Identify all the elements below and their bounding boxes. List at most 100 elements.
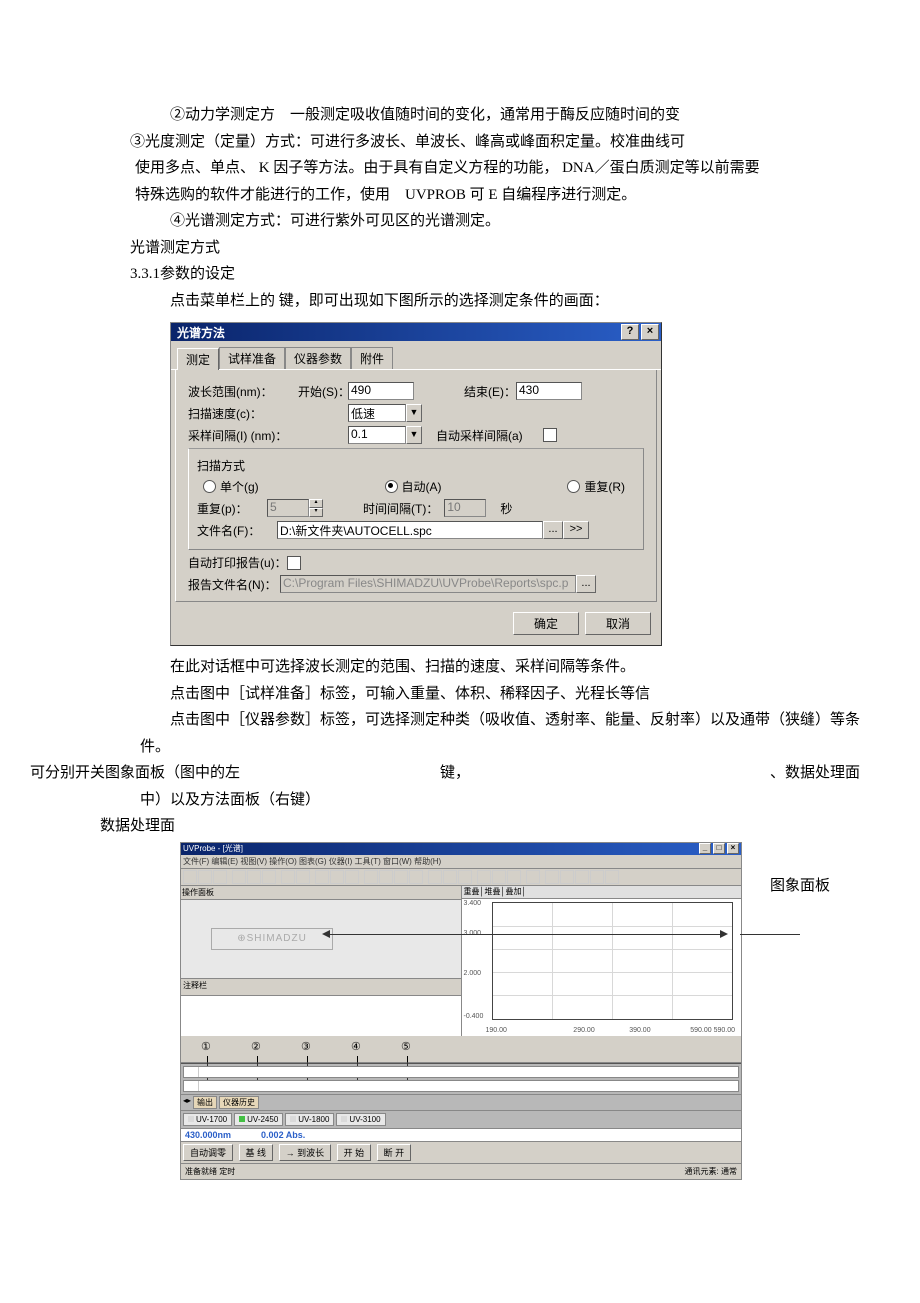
close-button[interactable]: × <box>727 843 739 854</box>
uv-title: UVProbe - [光谱] <box>183 843 243 854</box>
caption-right: 图象面板 <box>770 874 830 895</box>
reportfile-input: C:\Program Files\SHIMADZU\UVProbe\Report… <box>280 575 576 593</box>
repeat-input: 5 <box>267 499 309 517</box>
tab-measure[interactable]: 测定 <box>177 348 219 370</box>
marker-1: ① <box>201 1040 211 1053</box>
dialog-titlebar[interactable]: 光谱方法 ? × <box>171 323 661 341</box>
instr-btn-2[interactable]: UV-1800 <box>285 1113 334 1126</box>
para-11: 点击图中［仪器参数］标签，可选择测定种类（吸收值、透射率、能量、反射率）以及通带… <box>170 709 860 732</box>
radio-auto-label: 自动(A) <box>402 478 442 495</box>
auto-sampling-label: 自动采样间隔(a) <box>436 427 523 444</box>
arrow-into-chart <box>720 930 728 938</box>
sampling-value[interactable]: 0.1 <box>348 426 406 444</box>
scan-speed-label: 扫描速度(c)： <box>188 405 348 422</box>
ok-button[interactable]: 确定 <box>513 612 579 635</box>
radio-single-label: 单个(g) <box>220 478 259 495</box>
browse-button[interactable]: ... <box>543 521 563 539</box>
btn-goto-wl[interactable]: → 到波长 <box>279 1144 332 1161</box>
ylabel-0: 3.400 <box>464 900 482 907</box>
para-12: 件。 <box>140 736 860 759</box>
para-10: 点击图中［试样准备］标签，可输入重量、体积、稀释因子、光程长等信 <box>170 683 860 706</box>
report-browse-button[interactable]: ... <box>576 575 596 593</box>
sheet-tabs[interactable]: ◂▸ 输出 仪器历史 <box>181 1094 741 1110</box>
btn-disconnect[interactable]: 断 开 <box>377 1144 412 1161</box>
max-button[interactable]: □ <box>713 843 725 854</box>
para-13-left: 可分别开关图象面板（图中的左 <box>30 762 240 785</box>
number-markers: ① ② ③ ④ ⑤ <box>181 1038 741 1063</box>
marker-4: ④ <box>351 1040 361 1053</box>
para-1: ②动力学测定方 一般测定吸收值随时间的变化，通常用于酶反应随时间的变 <box>170 104 860 127</box>
right-panel: 重叠│堆叠│叠加│ 3.400 3.000 2.000 -0.400 19 <box>462 886 742 1036</box>
marker-3: ③ <box>301 1040 311 1053</box>
close-button[interactable]: × <box>641 324 659 340</box>
marker-5: ⑤ <box>401 1040 411 1053</box>
btn-autozero[interactable]: 自动调零 <box>183 1144 233 1161</box>
sampling-combo[interactable]: 0.1 ▼ <box>348 426 422 444</box>
instr-btn-0[interactable]: UV-1700 <box>183 1113 232 1126</box>
start-input[interactable]: 490 <box>348 382 414 400</box>
uv-menubar[interactable]: 文件(F) 编辑(E) 视图(V) 操作(O) 图表(G) 仪器(I) 工具(T… <box>181 855 741 869</box>
scan-mode-group: 扫描方式 单个(g) 自动(A) 重复(R) 重复(p)： 5 <box>188 448 644 550</box>
uv-toolbar[interactable] <box>181 869 741 886</box>
radio-auto[interactable] <box>385 480 398 493</box>
tab-instrument-params[interactable]: 仪器参数 <box>285 347 351 369</box>
scan-speed-value[interactable]: 低速 <box>348 404 406 422</box>
scan-mode-label: 扫描方式 <box>197 457 245 474</box>
dialog-tabs: 测定 试样准备 仪器参数 附件 <box>171 341 661 370</box>
uv-titlebar[interactable]: UVProbe - [光谱] _ □ × <box>181 843 741 855</box>
start-label: 开始(S)： <box>298 383 348 400</box>
chart-area <box>492 902 734 1020</box>
spectrum-method-dialog: 光谱方法 ? × 测定 试样准备 仪器参数 附件 波长范围(nm)： 开始(S)… <box>170 322 662 646</box>
autoprint-checkbox[interactable] <box>287 556 301 570</box>
para-15: 数据处理面 <box>100 815 860 838</box>
interval-input: 10 <box>444 499 486 517</box>
para-8: 点击菜单栏上的 键，即可出现如下图所示的选择测定条件的画面： <box>170 290 860 313</box>
instrument-buttons: UV-1700 UV-2450 UV-1800 UV-3100 <box>181 1110 741 1128</box>
chart-tabs[interactable]: 重叠│堆叠│叠加│ <box>462 886 742 899</box>
tab-sample-prep[interactable]: 试样准备 <box>219 347 285 369</box>
sampling-interval-label: 采样间隔(I) (nm)： <box>188 427 348 444</box>
sheet-tab-output[interactable]: 输出 <box>193 1096 217 1109</box>
shimadzu-logo: ⊕ SHIMADZU <box>211 928 333 950</box>
tab-accessory[interactable]: 附件 <box>351 347 393 369</box>
left-panel: 操作面板 ⊕ SHIMADZU 注释栏 <box>181 886 462 1036</box>
left-panel-title: 操作面板 <box>181 886 461 900</box>
wavelength-range-label: 波长范围(nm)： <box>188 383 298 400</box>
end-input[interactable]: 430 <box>516 382 582 400</box>
radio-repeat[interactable] <box>567 480 580 493</box>
help-button[interactable]: ? <box>621 324 639 340</box>
cancel-button[interactable]: 取消 <box>585 612 651 635</box>
auto-sampling-checkbox[interactable] <box>543 428 557 442</box>
dialog-title: 光谱方法 <box>173 324 619 341</box>
filename-label: 文件名(F)： <box>197 522 277 539</box>
repeat-label: 重复(p)： <box>197 500 267 517</box>
instr-btn-3[interactable]: UV-3100 <box>336 1113 385 1126</box>
chevron-down-icon[interactable]: ▼ <box>406 426 422 444</box>
ylabel-3: -0.400 <box>464 1013 484 1020</box>
min-button[interactable]: _ <box>699 843 711 854</box>
expand-button[interactable]: >> <box>563 521 589 539</box>
para-13-right: 、数据处理面 <box>770 762 860 785</box>
xlabel-1: 290.00 <box>573 1027 594 1034</box>
para-5: ④光谱测定方式：可进行紫外可见区的光谱测定。 <box>170 210 860 233</box>
scan-speed-combo[interactable]: 低速 ▼ <box>348 404 422 422</box>
uvprobe-window: UVProbe - [光谱] _ □ × 文件(F) 编辑(E) 视图(V) 操… <box>180 842 742 1180</box>
para-6: 光谱测定方式 <box>130 237 860 260</box>
radio-repeat-label: 重复(R) <box>584 478 625 495</box>
para-7: 3.3.1参数的设定 <box>130 263 860 286</box>
para-14: 中）以及方法面板（右键） <box>140 789 860 812</box>
para-13-mid: 键， <box>440 762 470 785</box>
instr-btn-1[interactable]: UV-2450 <box>234 1113 283 1126</box>
sheet-tab-history[interactable]: 仪器历史 <box>219 1096 259 1109</box>
chevron-down-icon[interactable]: ▼ <box>406 404 422 422</box>
radio-single[interactable] <box>203 480 216 493</box>
repeat-spinner[interactable]: ▴▾ <box>309 499 323 517</box>
end-label: 结束(E)： <box>464 383 516 400</box>
btn-start[interactable]: 开 始 <box>337 1144 372 1161</box>
lower-area: ◂▸ 输出 仪器历史 UV-1700 UV-2450 UV-1800 UV-31… <box>181 1063 741 1179</box>
filename-input[interactable]: D:\新文件夹\AUTOCELL.spc <box>277 521 543 539</box>
lambda-readout: 430.000nm <box>185 1130 231 1140</box>
xlabel-2: 390.00 <box>629 1027 650 1034</box>
btn-baseline[interactable]: 基 线 <box>239 1144 274 1161</box>
xlabel-0: 190.00 <box>486 1027 507 1034</box>
